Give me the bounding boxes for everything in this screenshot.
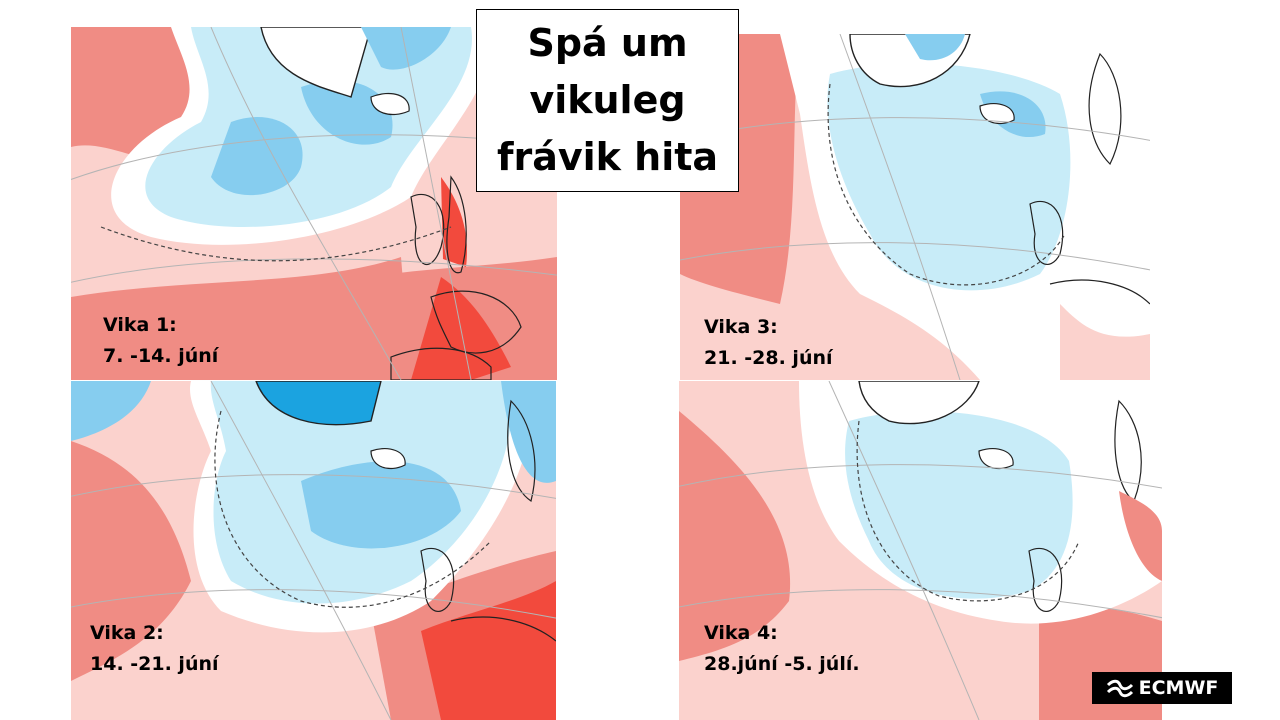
title-line-3: frávik hita	[496, 135, 719, 179]
anomaly-map-week-3	[680, 34, 1150, 380]
caption-week-3-dates: 21. -28. júní	[704, 347, 833, 369]
title-box: Spá um vikuleg frávik hita	[476, 9, 739, 192]
title-line-1: Spá um	[527, 21, 688, 65]
caption-week-1: Vika 1: 7. -14. júní	[103, 310, 218, 372]
caption-week-2: Vika 2: 14. -21. júní	[90, 618, 219, 680]
ecmwf-logo-icon	[1106, 679, 1133, 698]
caption-week-3-label: Vika 3:	[704, 316, 778, 338]
map-panel-week-3	[680, 34, 1150, 380]
caption-week-1-dates: 7. -14. júní	[103, 345, 219, 367]
map-panel-week-2	[71, 381, 556, 720]
caption-week-4-label: Vika 4:	[704, 622, 778, 644]
caption-week-4: Vika 4: 28.júní -5. júlí.	[704, 618, 860, 680]
ecmwf-logo: ECMWF	[1092, 672, 1232, 704]
caption-week-3: Vika 3: 21. -28. júní	[704, 312, 833, 374]
anomaly-map-week-2	[71, 381, 556, 720]
anomaly-map-week-4	[679, 381, 1162, 720]
caption-week-2-label: Vika 2:	[90, 622, 164, 644]
title-line-2: vikuleg	[529, 78, 686, 122]
caption-week-4-dates: 28.júní -5. júlí.	[704, 653, 860, 675]
caption-week-2-dates: 14. -21. júní	[90, 653, 219, 675]
map-panel-week-4	[679, 381, 1162, 720]
ecmwf-logo-text: ECMWF	[1138, 677, 1219, 699]
caption-week-1-label: Vika 1:	[103, 314, 177, 336]
